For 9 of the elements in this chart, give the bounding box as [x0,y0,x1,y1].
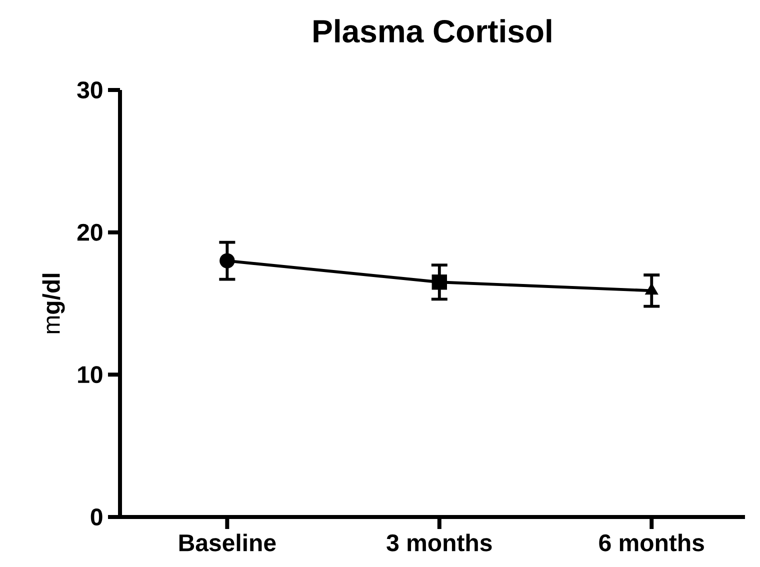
x-tick-label: 6 months [599,534,704,552]
x-tick-label: Baseline [179,534,276,552]
chart-title: Plasma Cortisol [314,19,552,43]
y-axis-title: mg/dl [42,274,65,334]
y-tick-label: 0 [90,508,102,526]
y-tick-label: 10 [78,366,102,384]
y-tick-label: 30 [77,81,102,99]
x-tick-label: 3 months [386,534,492,552]
y-tick-label: 20 [77,224,102,241]
